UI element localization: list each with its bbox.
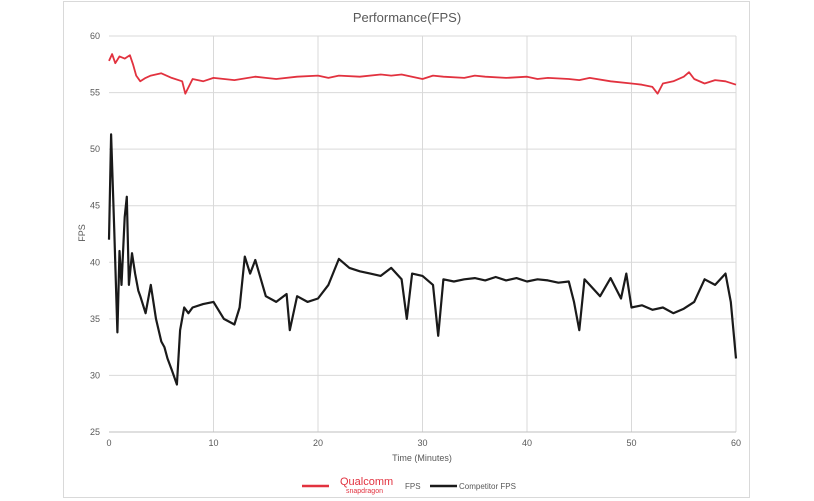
y-tick-label: 30 — [90, 370, 100, 380]
y-tick-label: 45 — [90, 201, 100, 211]
x-axis-label: Time (Minutes) — [392, 453, 452, 463]
x-tick-label: 60 — [731, 438, 741, 448]
x-tick-label: 0 — [106, 438, 111, 448]
series-line-competitor-fps — [107, 133, 738, 386]
y-tick-label: 35 — [90, 314, 100, 324]
series-lines — [107, 53, 738, 386]
y-tick-label: 50 — [90, 144, 100, 154]
legend-label-competitor: Competitor FPS — [459, 482, 516, 491]
x-tick-label: 50 — [626, 438, 636, 448]
x-tick-label: 10 — [208, 438, 218, 448]
legend-brand-snapdragon: snapdragon — [346, 488, 383, 495]
y-axis-label: FPS — [77, 224, 87, 242]
y-tick-label: 40 — [90, 257, 100, 267]
x-tick-label: 20 — [313, 438, 323, 448]
legend-label-qualcomm-fps: FPS — [405, 482, 421, 491]
x-tick-labels: 0 10 20 30 40 50 60 — [106, 438, 741, 448]
y-tick-labels: 25 30 35 40 45 50 55 60 — [90, 31, 100, 437]
gridlines — [109, 35, 737, 432]
x-tick-label: 30 — [417, 438, 427, 448]
legend: Qualcomm snapdragon FPS Competitor FPS — [302, 476, 516, 495]
y-tick-label: 25 — [90, 427, 100, 437]
chart-title: Performance(FPS) — [353, 10, 461, 25]
legend-brand-qualcomm: Qualcomm — [340, 476, 393, 488]
y-tick-label: 55 — [90, 88, 100, 98]
series-line-qualcomm-fps — [108, 53, 737, 95]
y-tick-label: 60 — [90, 31, 100, 41]
x-tick-label: 40 — [522, 438, 532, 448]
